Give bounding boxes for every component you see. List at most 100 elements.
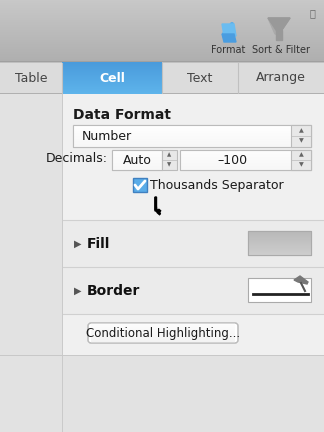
Text: ▲: ▲ <box>167 152 171 158</box>
Bar <box>180 150 311 170</box>
Bar <box>73 135 291 136</box>
Bar <box>62 91 162 92</box>
Text: Table: Table <box>15 72 47 85</box>
Bar <box>180 156 291 157</box>
Bar <box>180 154 291 155</box>
Bar <box>0 39 324 40</box>
Polygon shape <box>268 18 290 30</box>
FancyBboxPatch shape <box>88 323 238 343</box>
Bar <box>180 167 291 168</box>
Bar <box>0 9 324 10</box>
Bar <box>73 125 311 147</box>
Bar <box>180 155 291 156</box>
Bar <box>73 127 291 128</box>
Bar <box>248 252 311 253</box>
Bar <box>112 160 162 161</box>
Bar <box>0 42 324 43</box>
Bar <box>112 158 162 159</box>
Bar <box>248 235 311 236</box>
Bar <box>0 5 324 6</box>
Bar <box>73 143 291 144</box>
Bar <box>91 327 235 328</box>
Bar <box>0 37 324 38</box>
Bar <box>0 36 324 37</box>
Bar <box>73 138 291 139</box>
Bar <box>91 330 235 331</box>
Polygon shape <box>222 34 236 42</box>
Bar <box>0 33 324 34</box>
Bar <box>180 152 291 153</box>
Bar <box>248 248 311 249</box>
Bar <box>248 253 311 254</box>
Bar <box>91 339 235 340</box>
Bar <box>62 84 162 85</box>
Bar <box>248 245 311 246</box>
Bar <box>0 7 324 8</box>
Text: –100: –100 <box>217 153 247 166</box>
Bar <box>0 60 324 61</box>
Bar <box>73 137 291 138</box>
Bar <box>0 52 324 53</box>
Bar <box>91 333 235 334</box>
Bar <box>62 90 162 91</box>
Text: Format: Format <box>211 45 245 55</box>
Bar <box>112 150 162 170</box>
Bar <box>73 126 291 127</box>
Bar <box>73 133 291 134</box>
Bar <box>112 154 162 155</box>
Bar <box>0 10 324 11</box>
Bar <box>62 78 162 79</box>
Bar <box>180 158 291 159</box>
Bar <box>62 89 162 90</box>
Bar <box>0 44 324 45</box>
Bar <box>0 94 62 432</box>
Bar <box>112 167 162 168</box>
Bar <box>248 278 311 302</box>
Bar <box>0 19 324 20</box>
Bar <box>0 55 324 56</box>
Bar <box>248 251 311 252</box>
Polygon shape <box>294 276 308 284</box>
Bar <box>62 66 162 67</box>
Bar <box>73 136 291 137</box>
Bar <box>73 139 291 140</box>
Bar <box>62 73 162 74</box>
Bar <box>62 94 63 432</box>
Bar <box>180 162 291 163</box>
Bar <box>0 12 324 13</box>
Text: ▶: ▶ <box>74 239 82 249</box>
Bar <box>91 326 235 327</box>
Bar <box>0 3 324 4</box>
Bar <box>248 238 311 239</box>
Bar <box>0 45 324 46</box>
Bar <box>91 338 235 339</box>
Bar <box>63 221 324 267</box>
Bar <box>112 151 162 152</box>
Bar <box>62 83 162 84</box>
Bar <box>0 0 324 1</box>
Bar <box>62 62 162 63</box>
Bar <box>63 268 324 314</box>
Polygon shape <box>222 24 236 36</box>
Bar <box>0 57 324 58</box>
Text: Conditional Highlighting...: Conditional Highlighting... <box>86 327 240 340</box>
Bar <box>112 166 162 167</box>
Bar <box>248 246 311 247</box>
Bar <box>62 77 162 78</box>
Bar <box>0 53 324 54</box>
Text: ⤢: ⤢ <box>309 8 315 18</box>
Bar <box>73 128 291 129</box>
Bar <box>62 80 162 81</box>
Bar <box>180 169 291 170</box>
Bar <box>62 70 162 71</box>
Bar <box>112 168 162 169</box>
Bar <box>62 79 162 80</box>
Text: ▲: ▲ <box>299 128 303 133</box>
Bar <box>0 59 324 60</box>
Bar <box>248 231 311 255</box>
Bar <box>62 86 162 87</box>
Text: Sort & Filter: Sort & Filter <box>252 45 310 55</box>
Bar <box>180 159 291 160</box>
Bar <box>180 157 291 158</box>
Bar <box>0 48 324 49</box>
